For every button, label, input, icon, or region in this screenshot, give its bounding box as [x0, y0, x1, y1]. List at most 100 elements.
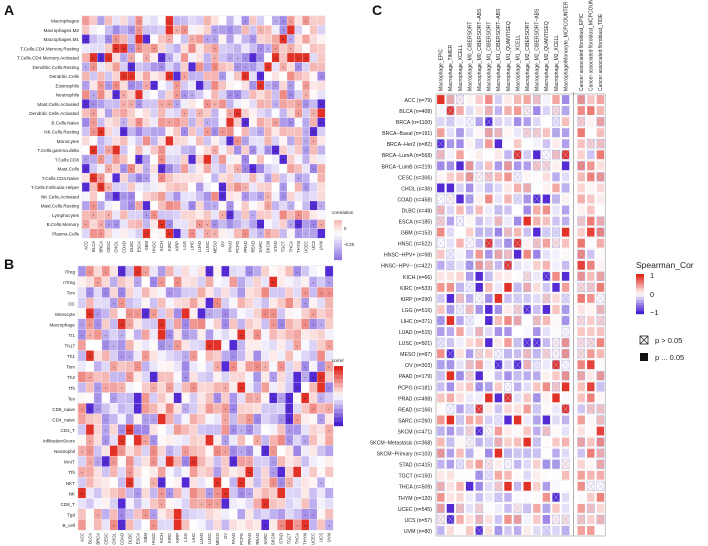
heatmap-cell-a: [188, 182, 197, 192]
heatmap-cell-a: [309, 71, 318, 81]
corr-cell-c: [596, 360, 605, 370]
nonsig-cross-c: [523, 271, 532, 281]
heatmap-cell-a: [203, 173, 212, 183]
legend-swatch-a: [334, 256, 342, 261]
corr-cell-c: [446, 448, 455, 458]
corr-cell-c: [542, 139, 551, 149]
heatmap-cell-b: [109, 477, 119, 488]
heatmap-cell-b: [109, 350, 119, 362]
corr-cell-c: [475, 338, 483, 348]
heatmap-cell-b: [301, 477, 310, 488]
heatmap-cell-b: [261, 403, 270, 415]
heatmap-cell-b: [157, 382, 166, 393]
heatmap-cell-b: [133, 434, 142, 446]
heatmap-cell-a: [165, 15, 174, 26]
corr-cell-c: [504, 415, 512, 425]
heatmap-cell-a: [97, 71, 106, 81]
significance-mark-b: *: [97, 408, 99, 412]
heatmap-cell-a: [203, 163, 212, 174]
heatmap-cell-b: [77, 371, 87, 383]
heatmap-cell-a: [135, 108, 143, 118]
heatmap-cell-b: [277, 382, 286, 393]
significance-mark-a: *: [260, 57, 262, 61]
column-label-b: ACC: [79, 533, 84, 542]
heatmap-cell-a: [112, 126, 121, 137]
heatmap-cell-a: [104, 200, 113, 211]
nonsig-cross-c: [465, 194, 474, 204]
significance-mark-a: *: [283, 196, 285, 200]
significance-mark-a: *: [116, 223, 118, 227]
heatmap-cell-a: [89, 43, 98, 54]
nonsig-cross-c: [577, 117, 586, 127]
heatmap-cell-b: [269, 339, 278, 351]
heatmap-cell-b: [308, 382, 318, 393]
heatmap-cell-b: [205, 519, 214, 531]
legend-swatch-a: [334, 226, 342, 231]
corr-cell-c: [494, 172, 503, 182]
heatmap-cell-a: [218, 136, 227, 146]
significance-mark-b: **: [192, 461, 195, 465]
heatmap-cell-b: [181, 308, 190, 320]
heatmap-cell-a: [89, 163, 98, 174]
row-label-c: STAD (n=415): [399, 463, 432, 469]
heatmap-cell-b: [173, 392, 182, 404]
heatmap-cell-a: [271, 173, 280, 183]
column-label-c: Macrophage_M1_QUANTISEQ: [506, 21, 512, 91]
row-label-a: Plasma.Cells: [52, 231, 80, 236]
significance-mark-a: *: [131, 196, 133, 200]
heatmap-cell-b: [165, 350, 174, 362]
heatmap-cell-b: [253, 308, 262, 320]
corr-cell-c: [475, 481, 483, 491]
corr-cell-c: [485, 415, 493, 425]
significance-mark-b: *: [281, 482, 283, 486]
heatmap-cell-a: [81, 25, 90, 35]
nonsig-cross-c: [465, 437, 474, 447]
heatmap-cell-a: [195, 89, 204, 100]
heatmap-cell-a: [173, 117, 181, 128]
heatmap-cell-b: [133, 455, 142, 467]
legend-swatch-a: [334, 243, 342, 247]
heatmap-cell-b: [189, 371, 198, 383]
heatmap-cell-a: [195, 117, 204, 128]
heatmap-cell-a: [210, 163, 219, 174]
heatmap-cell-a: [248, 182, 257, 192]
heatmap-cell-a: [203, 136, 212, 146]
heatmap-cell-a: [271, 25, 280, 35]
heatmap-cell-a: [150, 25, 159, 35]
nonsig-cross-c: [577, 371, 586, 381]
corr-cell-c: [542, 128, 551, 138]
heatmap-cell-a: [248, 117, 257, 128]
heatmap-cell-a: [142, 126, 151, 137]
significance-mark-b: *: [289, 482, 291, 486]
significance-mark-a: **: [244, 122, 247, 126]
heatmap-cell-b: [157, 455, 166, 467]
heatmap-cell-a: [173, 182, 181, 192]
significance-mark-a: *: [245, 196, 247, 200]
heatmap-cell-a: [264, 71, 273, 81]
significance-mark-b: *: [113, 398, 115, 402]
heatmap-cell-a: [104, 117, 113, 128]
heatmap-cell-a: [256, 34, 265, 44]
heatmap-cell-b: [189, 434, 198, 446]
corr-cell-c: [504, 117, 512, 127]
column-label-a: LIHC: [190, 241, 195, 251]
heatmap-cell-b: [157, 403, 166, 415]
significance-mark-b: **: [288, 398, 291, 402]
corr-cell-c: [513, 481, 522, 491]
corr-cell-c: [542, 249, 551, 259]
row-label-c: COAD (n=458): [398, 197, 433, 203]
heatmap-cell-a: [188, 52, 197, 63]
heatmap-cell-b: [165, 360, 174, 372]
nonsig-cross-c: [561, 315, 570, 326]
legend-tick-a: -0.25: [344, 242, 355, 247]
corr-cell-c: [523, 515, 531, 524]
heatmap-cell-b: [253, 286, 262, 298]
significance-mark-a: *: [108, 214, 110, 218]
heatmap-cell-a: [248, 191, 257, 202]
corr-cell-c: [475, 183, 483, 193]
row-label-b: Tgd: [67, 512, 75, 517]
nonsig-cross-c: [596, 315, 605, 326]
nonsig-cross-c: [532, 194, 541, 204]
significance-mark-b: *: [249, 493, 251, 497]
heatmap-cell-b: [157, 350, 166, 362]
